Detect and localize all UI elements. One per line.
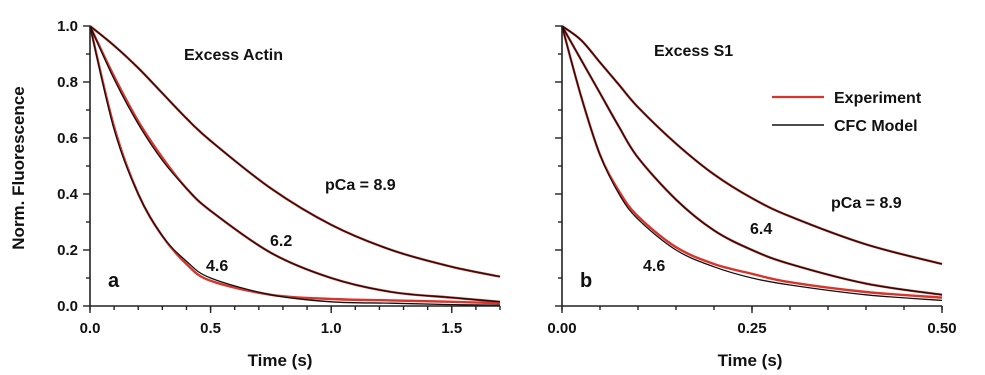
panel-b-x-axis-title: Time (s) — [718, 351, 783, 370]
legend-model-label: CFC Model — [834, 118, 918, 135]
panel-b-experiment-curve-pca-4-6 — [560, 25, 943, 299]
panel-a-experiment-curve-pca-8-9 — [89, 25, 501, 278]
panel-a-x-tick-label: 0.5 — [200, 320, 221, 337]
panel-a-x-axis-title: Time (s) — [248, 351, 313, 370]
panel-a-experiment-curve-pca-6-2 — [88, 25, 501, 303]
panel-b-annotation-6-4: 6.4 — [750, 221, 772, 238]
panel-a-y-tick-label: 0.2 — [57, 242, 78, 259]
panel-b-annotation-pca-8-9: pCa = 8.9 — [831, 195, 902, 212]
panel-b-x-tick-label: 0.25 — [737, 320, 766, 337]
panel-b-ticks: 0.00 0.25 0.50 — [547, 25, 957, 337]
panel-a-title: Excess Actin — [184, 47, 283, 64]
panel-a-y-tick-label: 0.4 — [57, 186, 79, 203]
legend: Experiment CFC Model — [772, 90, 922, 135]
panel-a-y-tick-label: 0.0 — [57, 298, 78, 315]
panel-b-series — [560, 25, 943, 302]
panel-a-x-tick-label: 0.0 — [80, 320, 101, 337]
legend-experiment-label: Experiment — [834, 90, 922, 107]
panel-b-x-tick-label: 0.00 — [547, 320, 576, 337]
panel-b-annotation-4-6: 4.6 — [643, 258, 665, 275]
panel-b-label: b — [580, 270, 592, 292]
panel-a: 0.0 0.5 1.0 1.5 0.0 0.2 0.4 0.6 0.8 1.0 Excess Ac… — [57, 18, 501, 370]
panel-a-annotation-pca-8-9: pCa = 8.9 — [325, 177, 396, 194]
panel-b-model-curve-pca-8-9 — [561, 25, 943, 265]
panel-a-y-tick-label: 0.8 — [57, 74, 78, 91]
panel-b-title: Excess S1 — [654, 43, 733, 60]
panel-b-experiment-curve-pca-6-4 — [560, 25, 943, 296]
y-axis-title: Norm. Fluorescence — [9, 86, 28, 249]
panel-a-y-tick-label: 0.6 — [57, 130, 78, 147]
panel-a-model-curve-pca-4-6 — [89, 25, 501, 306]
panel-b-model-curve-pca-4-6 — [561, 25, 943, 302]
panel-b-model-curve-pca-6-4 — [561, 25, 943, 296]
panel-a-x-tick-label: 1.5 — [441, 320, 462, 337]
panel-a-model-curve-pca-8-9 — [89, 25, 501, 278]
panel-a-experiment-curve-pca-4-6 — [88, 25, 501, 305]
panel-a-series — [88, 25, 501, 306]
panel-a-x-tick-label: 1.0 — [321, 320, 342, 337]
panel-a-annotation-6-2: 6.2 — [270, 233, 292, 250]
panel-b: 0.00 0.25 0.50 Excess S1 pCa = 8.9 6.4 4.6… — [547, 25, 957, 370]
panel-a-annotation-4-6: 4.6 — [206, 258, 228, 275]
panel-b-x-tick-label: 0.50 — [927, 320, 956, 337]
panel-a-y-tick-label: 1.0 — [57, 18, 78, 35]
panel-a-model-curve-pca-6-2 — [89, 25, 501, 303]
panel-a-ticks: 0.0 0.5 1.0 1.5 0.0 0.2 0.4 0.6 0.8 1.0 — [57, 18, 501, 337]
panel-a-label: a — [108, 270, 120, 292]
